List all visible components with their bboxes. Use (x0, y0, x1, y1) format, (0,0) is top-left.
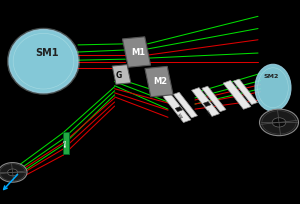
Text: M1: M1 (131, 48, 145, 57)
Text: SM1: SM1 (35, 48, 58, 58)
Text: W2: W2 (204, 109, 211, 117)
Circle shape (8, 169, 18, 176)
Ellipse shape (255, 64, 291, 111)
Polygon shape (233, 79, 257, 105)
Polygon shape (192, 88, 219, 116)
Polygon shape (163, 94, 191, 123)
Text: W1: W1 (176, 112, 182, 120)
Polygon shape (202, 86, 226, 112)
Circle shape (260, 109, 298, 136)
Polygon shape (223, 80, 251, 109)
Polygon shape (203, 102, 211, 106)
Polygon shape (112, 65, 131, 84)
Polygon shape (145, 66, 173, 97)
Text: M2: M2 (153, 77, 168, 86)
Ellipse shape (7, 28, 80, 94)
Text: SM2: SM2 (264, 74, 279, 79)
Text: sm1: sm1 (64, 139, 68, 147)
Polygon shape (63, 132, 69, 154)
Ellipse shape (9, 30, 78, 93)
Circle shape (0, 163, 27, 182)
Circle shape (272, 118, 286, 127)
Polygon shape (122, 37, 151, 67)
Text: G: G (116, 71, 122, 80)
Polygon shape (173, 92, 197, 118)
Polygon shape (175, 107, 182, 112)
